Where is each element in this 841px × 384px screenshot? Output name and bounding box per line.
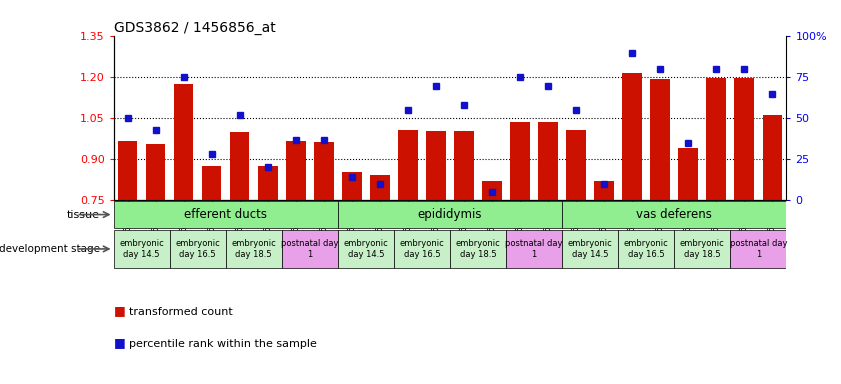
Bar xyxy=(118,141,137,200)
Text: postnatal day
1: postnatal day 1 xyxy=(505,239,563,259)
Text: epididymis: epididymis xyxy=(418,208,482,221)
Bar xyxy=(258,166,278,200)
Bar xyxy=(538,122,558,200)
Bar xyxy=(114,201,338,228)
Text: embryonic
day 18.5: embryonic day 18.5 xyxy=(680,239,725,259)
Bar xyxy=(145,144,166,200)
Bar xyxy=(338,230,394,268)
Bar xyxy=(342,172,362,200)
Text: vas deferens: vas deferens xyxy=(637,208,712,221)
Text: percentile rank within the sample: percentile rank within the sample xyxy=(129,339,316,349)
Text: embryonic
day 14.5: embryonic day 14.5 xyxy=(119,239,164,259)
Text: embryonic
day 18.5: embryonic day 18.5 xyxy=(456,239,500,259)
Bar xyxy=(225,230,282,268)
Bar xyxy=(562,201,786,228)
Bar xyxy=(282,230,338,268)
Bar xyxy=(679,148,698,200)
Bar xyxy=(314,142,334,200)
Bar xyxy=(595,181,614,200)
Text: embryonic
day 16.5: embryonic day 16.5 xyxy=(175,239,220,259)
Text: tissue: tissue xyxy=(67,210,100,220)
Text: embryonic
day 16.5: embryonic day 16.5 xyxy=(624,239,669,259)
Text: development stage: development stage xyxy=(0,244,100,254)
Bar xyxy=(202,166,221,200)
Bar xyxy=(230,132,250,200)
Bar xyxy=(398,130,418,200)
Bar xyxy=(618,230,674,268)
Bar xyxy=(286,141,305,200)
Text: embryonic
day 14.5: embryonic day 14.5 xyxy=(568,239,612,259)
Bar xyxy=(650,79,670,200)
Text: ■: ■ xyxy=(114,304,130,317)
Bar xyxy=(370,175,389,200)
Bar xyxy=(426,131,446,200)
Text: efferent ducts: efferent ducts xyxy=(184,208,267,221)
Bar xyxy=(454,131,473,200)
Text: postnatal day
1: postnatal day 1 xyxy=(281,239,339,259)
Bar xyxy=(450,230,506,268)
Text: embryonic
day 14.5: embryonic day 14.5 xyxy=(343,239,389,259)
Bar xyxy=(174,84,193,200)
Text: ■: ■ xyxy=(114,336,130,349)
Bar xyxy=(506,230,562,268)
Text: embryonic
day 18.5: embryonic day 18.5 xyxy=(231,239,276,259)
Bar xyxy=(566,130,586,200)
Bar xyxy=(622,73,642,200)
Bar xyxy=(763,115,782,200)
Text: transformed count: transformed count xyxy=(129,307,232,317)
Bar xyxy=(734,78,754,200)
Bar xyxy=(482,181,502,200)
Text: postnatal day
1: postnatal day 1 xyxy=(729,239,787,259)
Bar xyxy=(114,230,170,268)
Bar xyxy=(674,230,730,268)
Bar xyxy=(170,230,225,268)
Text: embryonic
day 16.5: embryonic day 16.5 xyxy=(399,239,444,259)
Bar xyxy=(338,201,562,228)
Text: GDS3862 / 1456856_at: GDS3862 / 1456856_at xyxy=(114,22,275,35)
Bar xyxy=(510,122,530,200)
Bar xyxy=(706,78,726,200)
Bar xyxy=(394,230,450,268)
Bar xyxy=(562,230,618,268)
Bar xyxy=(730,230,786,268)
